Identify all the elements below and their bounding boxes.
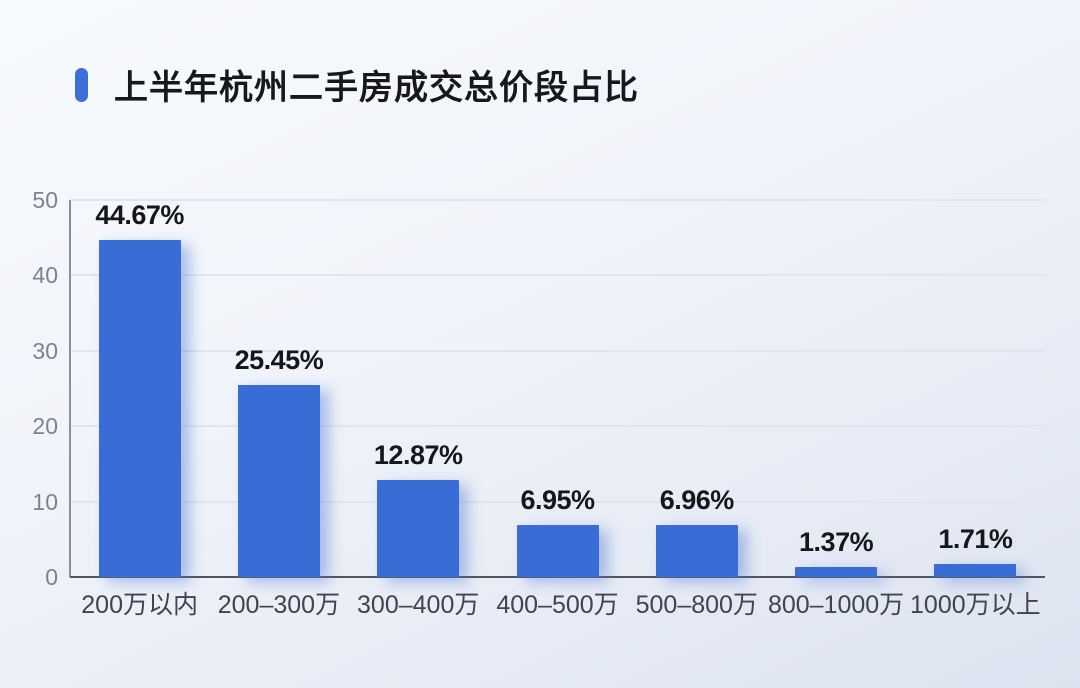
chart-title: 上半年杭州二手房成交总价段占比 (114, 69, 639, 107)
x-tick-label: 500–800万 (635, 591, 758, 619)
gridline-50 (70, 199, 1045, 201)
x-tick-label: 200万以内 (81, 591, 198, 619)
title-accent-bar (75, 67, 88, 102)
gridline-30 (70, 349, 1045, 352)
bar-value-label: 6.96% (659, 484, 735, 515)
x-tick-label: 200–300万 (217, 591, 341, 619)
bar (377, 479, 460, 577)
chart-header: 上半年杭州二手房成交总价段占比 (75, 60, 639, 109)
y-tick-label: 20 (32, 413, 58, 440)
bar (516, 524, 599, 577)
y-tick-label: 0 (45, 564, 58, 590)
bar-value-label: 25.45% (234, 345, 324, 376)
x-tick-label: 400–500万 (496, 591, 619, 619)
x-tick-label: 300–400万 (357, 591, 480, 619)
gridline-20 (70, 425, 1045, 428)
y-tick-label: 40 (32, 262, 58, 289)
bar-value-label: 1.71% (938, 524, 1013, 555)
bar (98, 240, 181, 577)
bar (237, 385, 320, 577)
bar-value-label: 44.67% (95, 200, 184, 231)
x-tick-label: 800–1000万 (767, 591, 905, 619)
gridline-10 (70, 500, 1045, 503)
y-axis-line (69, 200, 71, 577)
bar-value-label: 6.95% (520, 484, 595, 515)
bar (795, 566, 878, 577)
x-tick-label: 1000万以上 (910, 591, 1041, 619)
bar (934, 564, 1017, 577)
bar-value-label: 1.37% (799, 526, 874, 557)
bar (655, 524, 738, 577)
bar-value-label: 12.87% (373, 439, 463, 470)
y-tick-label: 30 (32, 337, 58, 364)
y-tick-label: 50 (32, 187, 58, 213)
x-axis-line (70, 576, 1045, 578)
gridline-40 (70, 274, 1045, 277)
y-tick-label: 10 (32, 488, 58, 515)
